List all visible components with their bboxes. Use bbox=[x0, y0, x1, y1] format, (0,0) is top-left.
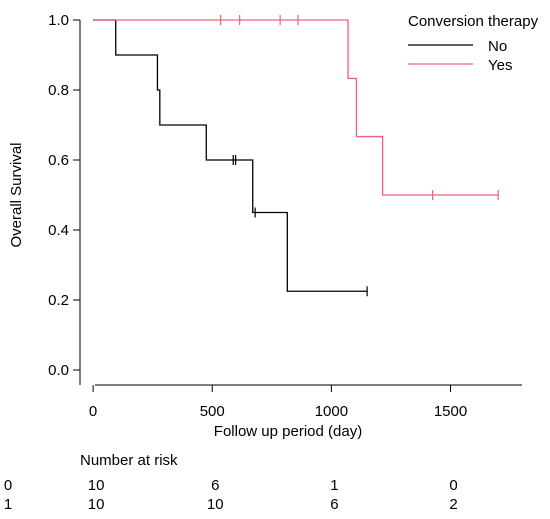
series-line-yes bbox=[93, 19, 499, 196]
x-tick-label: 0 bbox=[89, 403, 97, 420]
risk-table-rows: 0 10 6 1 01 10 10 6 2 bbox=[4, 477, 458, 513]
y-tick-label: 0.6 bbox=[48, 152, 69, 169]
x-tick-label: 1500 bbox=[434, 403, 467, 420]
y-tick-label: 0.2 bbox=[48, 292, 69, 309]
risk-row-label: 1 bbox=[4, 496, 12, 513]
risk-table: Number at risk 0 10 6 1 01 10 10 6 2 bbox=[4, 452, 458, 513]
risk-row-label: 0 bbox=[4, 477, 12, 494]
x-tick-label: 1000 bbox=[315, 403, 348, 420]
risk-count: 10 bbox=[207, 496, 224, 513]
legend-title: Conversion therapy bbox=[408, 13, 539, 30]
y-axis-label: Overall Survival bbox=[8, 142, 25, 247]
risk-count: 0 bbox=[449, 477, 457, 494]
risk-count: 6 bbox=[330, 496, 338, 513]
legend-entry-no: No bbox=[488, 38, 507, 55]
plot-frame bbox=[79, 20, 522, 386]
x-axis-label: Follow up period (day) bbox=[214, 423, 362, 440]
series-layer bbox=[93, 15, 499, 297]
legend-entry-yes: Yes bbox=[488, 57, 512, 74]
series-line-no bbox=[93, 19, 368, 292]
risk-count: 2 bbox=[449, 496, 457, 513]
risk-count: 10 bbox=[88, 477, 105, 494]
y-axis-ticks: 0.0 0.2 0.4 0.6 0.8 1.0 bbox=[48, 12, 80, 379]
risk-count: 10 bbox=[88, 496, 105, 513]
y-tick-label: 0.0 bbox=[48, 362, 69, 379]
legend: Conversion therapy No Yes bbox=[408, 13, 539, 74]
x-axis-ticks: 0 500 1000 1500 bbox=[89, 385, 467, 420]
risk-count: 6 bbox=[211, 477, 219, 494]
risk-count: 1 bbox=[330, 477, 338, 494]
y-tick-label: 0.8 bbox=[48, 82, 69, 99]
risk-table-title: Number at risk bbox=[80, 452, 178, 469]
x-tick-label: 500 bbox=[200, 403, 225, 420]
y-tick-label: 1.0 bbox=[48, 12, 69, 29]
y-tick-label: 0.4 bbox=[48, 222, 69, 239]
